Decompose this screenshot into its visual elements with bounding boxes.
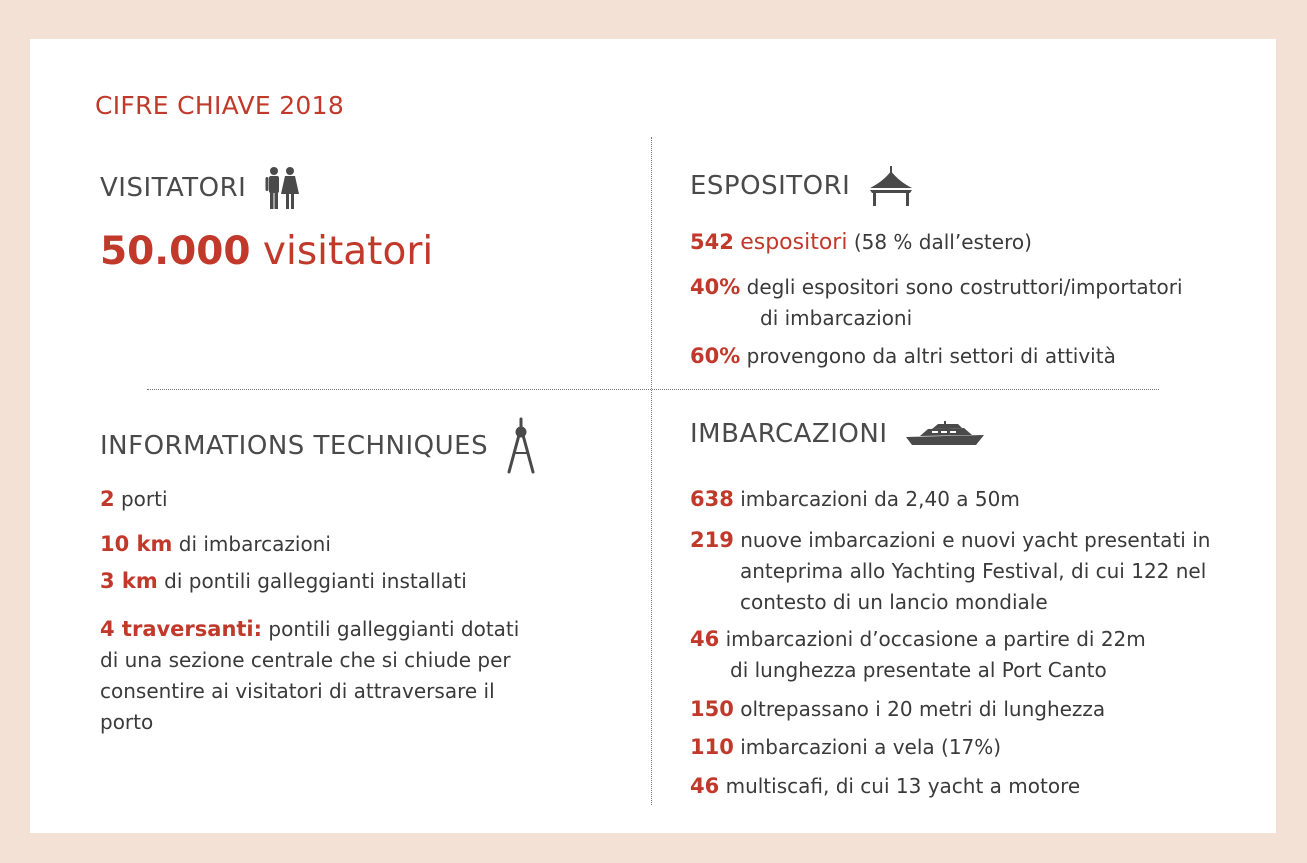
stat-text-continued: contesto di un lancio mondiale: [740, 590, 1048, 614]
imbarcazioni-item: 150 oltrepassano i 20 metri di lunghezza: [690, 694, 1260, 725]
espositori-item: 542 espositori (58 % dall’estero): [690, 227, 1260, 258]
imbarcazioni-section-title: IMBARCAZIONI: [690, 419, 986, 449]
yacht-icon: [905, 421, 986, 447]
visitatori-number: 50.000: [100, 229, 251, 274]
stat-text: degli espositori sono costruttori/import…: [746, 275, 1183, 299]
imbarcazioni-item: 46 multiscafi, di cui 13 yacht a motore: [690, 771, 1260, 802]
visitatori-section-title: VISITATORI: [100, 166, 300, 210]
stat-text: provengono da altri settori di attività: [746, 344, 1116, 368]
imbarcazioni-item: 110 imbarcazioni a vela (17%): [690, 732, 1260, 763]
stat-number: 638: [690, 487, 734, 511]
stat-number: 46: [690, 627, 720, 651]
stat-text: pontili galleggianti dotati: [268, 617, 520, 641]
stat-number: 2: [100, 487, 115, 511]
page-title: CIFRE CHIAVE 2018: [95, 91, 345, 120]
tecnica-item: 3 km di pontili galleggianti installati: [100, 566, 467, 597]
stat-text: di pontili galleggianti installati: [164, 569, 467, 593]
tent-icon: [868, 166, 914, 206]
stat-number: 542: [690, 230, 734, 254]
espositori-heading: ESPOSITORI: [690, 171, 851, 201]
horizontal-divider: [147, 389, 1159, 390]
stat-number: 4 traversanti:: [100, 617, 263, 641]
stat-number: 46: [690, 774, 720, 798]
stat-number: 219: [690, 528, 734, 552]
stat-text: oltrepassano i 20 metri di lunghezza: [740, 697, 1106, 721]
visitatori-word: visitatori: [262, 229, 434, 274]
imbarcazioni-item: 638 imbarcazioni da 2,40 a 50m: [690, 484, 1260, 515]
stat-number: 110: [690, 735, 734, 759]
stat-text: (58 % dall’estero): [853, 230, 1032, 254]
tecnica-section-title: INFORMATIONS TECHNIQUES: [100, 417, 536, 475]
espositori-item: 60% provengono da altri settori di attiv…: [690, 341, 1260, 372]
visitors-icon: [264, 166, 300, 210]
stat-text: nuove imbarcazioni e nuovi yacht present…: [740, 528, 1211, 552]
vertical-divider: [651, 137, 652, 805]
espositori-item: 40% degli espositori sono costruttori/im…: [690, 272, 1270, 334]
imbarcazioni-heading: IMBARCAZIONI: [690, 419, 888, 449]
visitatori-heading: VISITATORI: [100, 173, 247, 203]
stat-text: multiscafi, di cui 13 yacht a motore: [725, 774, 1081, 798]
tecnica-heading: INFORMATIONS TECHNIQUES: [100, 431, 489, 461]
stat-text-continued: anteprima allo Yachting Festival, di cui…: [740, 559, 1207, 583]
tecnica-item: 2 porti: [100, 484, 168, 515]
visitatori-total: 50.000 visitatori: [100, 229, 433, 274]
stat-text: imbarcazioni da 2,40 a 50m: [740, 487, 1020, 511]
stat-text: imbarcazioni d’occasione a partire di 22…: [725, 627, 1146, 651]
tecnica-item: 4 traversanti: pontili galleggianti dota…: [100, 614, 600, 738]
stat-number: 3 km: [100, 569, 158, 593]
stat-number: 150: [690, 697, 734, 721]
espositori-section-title: ESPOSITORI: [690, 166, 914, 206]
imbarcazioni-item: 46 imbarcazioni d’occasione a partire di…: [690, 624, 1260, 686]
stat-number: 60%: [690, 344, 741, 368]
tecnica-item: 10 km di imbarcazioni: [100, 529, 331, 560]
stat-number: 10 km: [100, 532, 173, 556]
stat-text: di imbarcazioni: [178, 532, 331, 556]
stat-text-continued: porto: [100, 710, 154, 734]
stat-text-continued: di una sezione centrale che si chiude pe…: [100, 648, 511, 672]
stat-text-continued: di lunghezza presentate al Port Canto: [730, 658, 1107, 682]
stat-text-continued: consentire ai visitatori di attraversare…: [100, 679, 495, 703]
stat-text-continued: di imbarcazioni: [760, 306, 913, 330]
stat-text: imbarcazioni a vela (17%): [740, 735, 1002, 759]
compass-icon: [506, 417, 536, 475]
key-figures-card: CIFRE CHIAVE 2018 VISITATORI 5: [30, 39, 1276, 833]
imbarcazioni-item: 219 nuove imbarcazioni e nuovi yacht pre…: [690, 525, 1270, 618]
stat-number: 40%: [690, 275, 741, 299]
stat-accent-text: espositori: [740, 230, 848, 255]
stat-text: porti: [120, 487, 168, 511]
